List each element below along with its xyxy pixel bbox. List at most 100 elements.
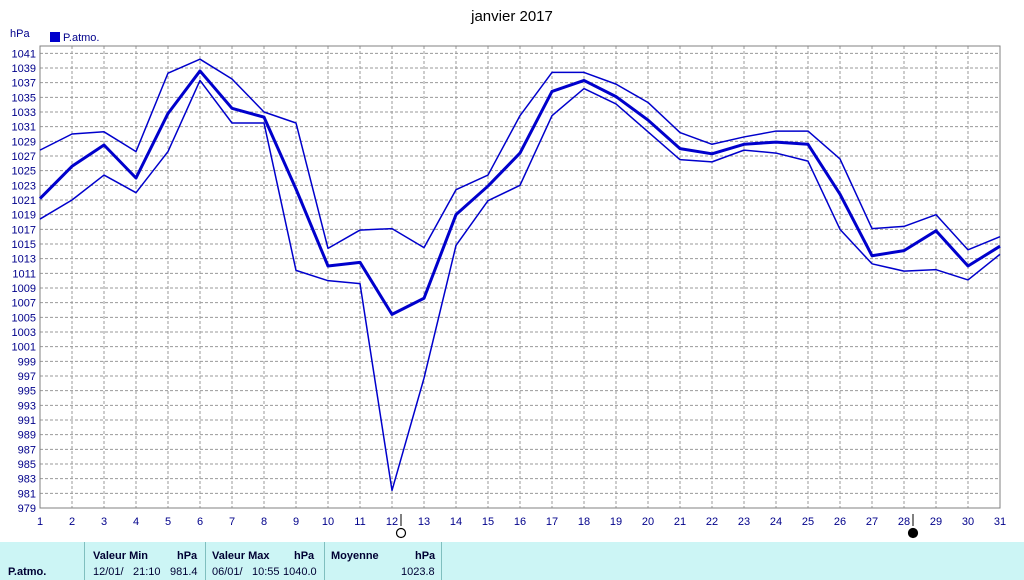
y-tick-label: 1031 <box>12 122 36 134</box>
y-tick-label: 1003 <box>12 327 36 339</box>
x-tick-label: 19 <box>610 516 622 528</box>
y-tick-label: 979 <box>18 503 36 515</box>
new-moon-icon <box>907 527 919 539</box>
moon-phase-markers <box>395 514 919 539</box>
full-moon-icon <box>395 527 407 539</box>
stats-separator <box>441 542 442 580</box>
x-tick-label: 3 <box>101 516 107 528</box>
y-tick-label: 1037 <box>12 78 36 90</box>
chart-grid <box>39 46 1001 509</box>
y-tick-label: 1023 <box>12 180 36 192</box>
series-line-max <box>39 58 1001 251</box>
stats-avg-header: Moyenne <box>331 550 379 562</box>
x-tick-label: 4 <box>133 516 139 528</box>
y-tick-label: 997 <box>18 371 36 383</box>
stats-min-value: 981.4 <box>170 566 198 578</box>
y-tick-label: 1007 <box>12 298 36 310</box>
y-tick-label: 1039 <box>12 63 36 75</box>
x-tick-label: 5 <box>165 516 171 528</box>
y-tick-label: 987 <box>18 444 36 456</box>
x-tick-label: 11 <box>354 516 365 528</box>
stats-row-label-cell: P.atmo. <box>0 542 84 580</box>
y-tick-label: 985 <box>18 459 36 471</box>
x-tick-label: 27 <box>866 516 878 528</box>
x-tick-label: 28 <box>898 516 910 528</box>
x-tick-label: 22 <box>706 516 718 528</box>
y-tick-label: 1009 <box>12 283 36 295</box>
stats-avg-value: 1023.8 <box>401 566 435 578</box>
x-tick-label: 1 <box>37 516 43 528</box>
x-tick-label: 29 <box>930 516 942 528</box>
stats-max-cell: Valeur Max hPa 06/01/ 10:55 1040.0 <box>206 542 324 580</box>
y-tick-label: 1013 <box>12 254 36 266</box>
stats-max-value: 1040.0 <box>283 566 317 578</box>
x-tick-label: 2 <box>69 516 75 528</box>
x-tick-label: 10 <box>322 516 334 528</box>
y-tick-label: 1011 <box>12 268 36 280</box>
legend-label: P.atmo. <box>63 32 100 44</box>
y-tick-label: 993 <box>18 400 36 412</box>
x-tick-label: 26 <box>834 516 846 528</box>
y-tick-label: 1029 <box>12 136 36 148</box>
x-tick-label: 7 <box>229 516 235 528</box>
y-axis-unit: hPa <box>10 28 30 40</box>
y-tick-label: 1041 <box>12 48 36 60</box>
y-tick-label: 1027 <box>12 151 36 163</box>
x-axis: 1 2 3 4 5 6 7 8 9 10 11 12 13 14 15 16 17 18 19 20 21 22 23 24 2… <box>37 516 1006 528</box>
y-tick-label: 1015 <box>12 239 36 251</box>
stats-panel: P.atmo. Valeur Min hPa 12/01/ 21:10 981.… <box>0 542 1024 580</box>
y-tick-label: 991 <box>18 415 36 427</box>
x-tick-label: 12 <box>386 516 398 528</box>
stats-min-unit: hPa <box>177 550 198 562</box>
x-tick-label: 30 <box>962 516 974 528</box>
x-tick-label: 18 <box>578 516 590 528</box>
x-tick-label: 14 <box>450 516 462 528</box>
x-tick-label: 23 <box>738 516 750 528</box>
legend-swatch <box>50 32 60 42</box>
x-tick-label: 9 <box>293 516 299 528</box>
stats-max-time: 10:55 <box>252 566 280 578</box>
stats-max-unit: hPa <box>294 550 315 562</box>
x-tick-label: 17 <box>546 516 558 528</box>
y-axis: 979 981 983 985 987 989 991 993 995 997 999 1001 100… <box>12 48 36 515</box>
stats-max-date: 06/01/ <box>212 566 243 578</box>
stats-min-date: 12/01/ <box>93 566 124 578</box>
y-tick-label: 1035 <box>12 92 36 104</box>
y-tick-label: 1001 <box>12 342 36 354</box>
plot-frame <box>39 45 1001 509</box>
stats-separator <box>324 542 325 580</box>
stats-avg-unit: hPa <box>415 550 436 562</box>
x-tick-label: 20 <box>642 516 654 528</box>
stats-min-cell: Valeur Min hPa 12/01/ 21:10 981.4 <box>85 542 205 580</box>
stats-max-header: Valeur Max <box>212 550 270 562</box>
series-lines <box>38 58 1001 492</box>
y-tick-label: 995 <box>18 386 36 398</box>
stats-separator <box>205 542 206 580</box>
stats-avg-cell: Moyenne hPa 1023.8 <box>325 542 441 580</box>
y-tick-label: 1021 <box>12 195 36 207</box>
x-tick-label: 15 <box>482 516 494 528</box>
x-tick-label: 8 <box>261 516 267 528</box>
stats-row-label: P.atmo. <box>8 566 47 578</box>
y-tick-label: 1033 <box>12 107 36 119</box>
x-tick-label: 13 <box>418 516 430 528</box>
stats-min-time: 21:10 <box>133 566 161 578</box>
y-tick-label: 981 <box>18 488 36 500</box>
y-tick-label: 1017 <box>12 224 36 236</box>
chart-title: janvier 2017 <box>470 8 553 25</box>
stats-min-header: Valeur Min <box>93 550 149 562</box>
series-line-min <box>39 79 1001 492</box>
x-tick-label: 6 <box>197 516 203 528</box>
x-tick-label: 16 <box>514 516 526 528</box>
series-line-avg <box>38 69 1001 316</box>
y-tick-label: 1025 <box>12 166 36 178</box>
y-tick-label: 1005 <box>12 312 36 324</box>
stats-separator <box>84 542 85 580</box>
y-tick-label: 999 <box>18 356 36 368</box>
pressure-chart: janvier 2017 hPa P.atmo. 979981983985987… <box>10 8 1006 539</box>
y-tick-label: 983 <box>18 474 36 486</box>
x-tick-label: 31 <box>994 516 1006 528</box>
y-tick-label: 1019 <box>12 210 36 222</box>
y-tick-label: 989 <box>18 430 36 442</box>
x-tick-label: 21 <box>674 516 686 528</box>
